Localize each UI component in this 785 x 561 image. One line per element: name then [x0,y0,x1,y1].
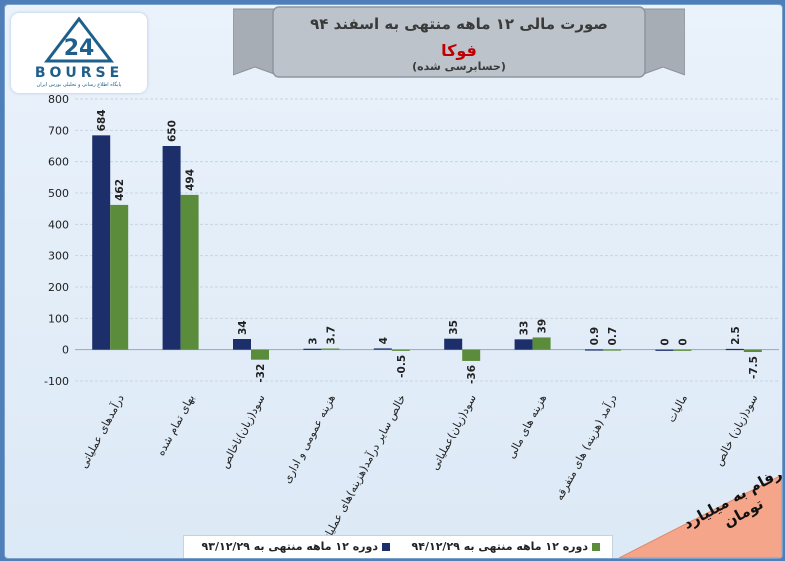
data-label: 33 [519,321,531,336]
title-banner: صورت مالی ۱۲ ماهه منتهی به اسفند ۹۴ فوکا… [233,5,685,89]
logo-word: BOURSE [34,65,124,81]
chart-title: صورت مالی ۱۲ ماهه منتهی به اسفند ۹۴ [310,15,608,33]
bar [162,146,181,350]
bar [673,349,692,351]
units-badge-shape [619,475,782,558]
bar [743,349,762,353]
data-label: -32 [255,364,267,383]
category-label: سود(زیان)عملیاتی [428,392,479,472]
bar [462,349,481,361]
data-label: 34 [237,320,249,335]
data-label: 462 [114,179,126,201]
data-labels: 684 462 650 494 34 -32 3 3.7 4 -0.5 35 -36 33 39 0.9 0.… [96,109,760,384]
bar [303,348,322,350]
units-badge: ارقام به میلیارد تومان [619,475,782,558]
category-label: درآمد (هزینه) های متفرقه [552,392,620,503]
category-label: هزینه های مالی [505,392,550,461]
data-label: 650 [167,120,179,142]
category-label: مالیات [665,392,690,424]
legend-swatch-2 [592,543,600,551]
data-label: 0 [659,338,671,345]
bars [92,135,762,361]
bar [725,348,744,351]
data-label: 35 [448,320,460,335]
bourse-logo: 24 BOURSE پایگاه اطلاع رسانی و تحلیلی بو… [11,13,147,93]
y-tick-label: -100 [44,375,69,388]
y-tick-label: 800 [48,93,69,106]
y-tick-label: 100 [48,312,69,325]
data-label: 0.7 [607,327,619,346]
bar [110,204,129,350]
category-label: خالص سایر درآمد(هزینه)های عملیاتی [316,392,408,549]
legend: دوره ۱۲ ماهه منتهی به ۹۴/۱۲/۲۹ دوره ۱۲ م… [183,535,613,558]
bar [233,339,251,350]
bar [251,349,269,360]
company-name: فوکا [441,41,477,60]
data-label: 4 [378,337,390,344]
data-label: 2.5 [730,326,742,345]
y-tick-label: 700 [48,124,69,137]
data-label: -7.5 [748,356,760,379]
category-label: سود(زیان) خالص [712,392,760,468]
bar [321,348,340,350]
category-label: بهای تمام شده [154,392,197,458]
chart-frame: 24 BOURSE پایگاه اطلاع رسانی و تحلیلی بو… [4,4,783,559]
legend-label-2: دوره ۱۲ ماهه منتهی به ۹۴/۱۲/۲۹ [411,540,588,553]
data-label: 494 [185,169,197,191]
data-label: 3 [307,337,319,344]
data-label: 3.7 [325,326,337,345]
bar [603,349,621,351]
data-label: 39 [537,319,549,334]
y-tick-label: 200 [48,281,69,294]
bar [655,349,674,351]
bar [444,338,463,350]
data-label: -36 [466,365,478,384]
bar [92,135,111,350]
category-label: سود(زیان)ناخالص [218,392,268,470]
data-label: 0.9 [589,327,601,346]
bar [373,348,392,350]
legend-item-2: دوره ۱۲ ماهه منتهی به ۹۴/۱۲/۲۹ [412,540,600,553]
y-tick-label: 300 [48,250,69,263]
bar [514,339,533,350]
bar [180,194,199,350]
data-label: 0 [677,338,689,345]
data-label: -0.5 [396,355,408,378]
logo-numeral: 24 [64,36,95,61]
logo-tagline: پایگاه اطلاع رسانی و تحلیلی بورس ایران [36,82,122,88]
y-tick-label: 0 [62,344,69,357]
category-label: درآمدهای عملیاتی [76,392,127,471]
audit-note: (حسابرسی شده) [412,60,506,73]
chart-subtitle: فوکا (حسابرسی شده) [281,41,637,73]
y-tick-label: 600 [48,156,69,169]
bar [391,349,410,351]
legend-label-1: دوره ۱۲ ماهه منتهی به ۹۳/۱۲/۲۹ [201,540,378,553]
y-axis: -100 0 100 200 300 400 500 600 700 800 [44,93,69,388]
category-label: هزینه عمومی و اداری [280,392,338,485]
bar [532,337,551,350]
legend-swatch-1 [382,543,390,551]
banner-ribbon [233,6,685,78]
data-label: 684 [96,109,108,131]
bar [585,349,603,351]
y-tick-label: 400 [48,218,69,231]
legend-item-1: دوره ۱۲ ماهه منتهی به ۹۳/۱۲/۲۹ [202,540,390,553]
logo-graphic: 24 [43,16,115,63]
y-tick-label: 500 [48,187,69,200]
